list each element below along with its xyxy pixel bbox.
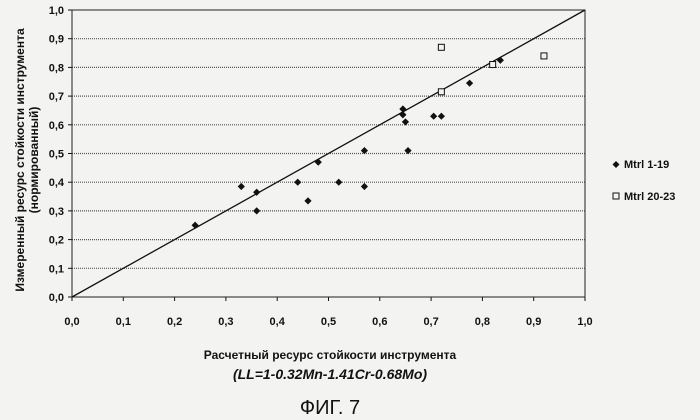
data-point-square: [541, 53, 547, 59]
x-tick-label: 0,7: [423, 316, 438, 328]
x-tick-label: 0,9: [526, 316, 541, 328]
y-tick-label: 0,7: [49, 91, 64, 103]
data-point-diamond: [238, 183, 245, 190]
y-tick-label: 1,0: [49, 5, 64, 17]
y-tick-label: 0,3: [49, 206, 64, 218]
x-tick-label: 0,5: [321, 316, 336, 328]
data-point-diamond: [399, 111, 406, 118]
y-tick-label: 0,8: [49, 62, 64, 74]
y-tick-label: 0,5: [49, 149, 64, 161]
data-point-diamond: [294, 179, 301, 186]
y-tick-label: 0,2: [49, 235, 64, 247]
legend-diamond-marker: [613, 161, 620, 168]
x-tick-label: 0,1: [116, 316, 131, 328]
x-tick-label: 0,6: [372, 316, 387, 328]
legend: Mtrl 1-19 Mtrl 20-23: [613, 159, 676, 203]
legend-label: Mtrl 20-23: [624, 191, 675, 203]
data-point-diamond: [466, 80, 473, 87]
x-tick-label: 0,4: [270, 316, 286, 328]
data-point-square: [490, 62, 496, 68]
figure-label: ФИГ. 7: [300, 397, 360, 419]
data-point-diamond: [438, 113, 445, 120]
legend-item-mtrl-1-19: Mtrl 1-19: [613, 159, 670, 171]
data-point-square: [438, 89, 444, 95]
data-point-diamond: [335, 179, 342, 186]
legend-square-marker: [613, 193, 619, 199]
formula-label: (LL=1-0.32Mn-1.41Cr-0.68Mo): [233, 366, 427, 382]
x-tick-label: 0,3: [218, 316, 233, 328]
data-point-diamond: [497, 57, 504, 64]
x-tick-label: 0,0: [64, 316, 79, 328]
x-tick-label: 0,2: [167, 316, 182, 328]
y-axis-label-note: (нормированный): [27, 107, 41, 214]
data-point-diamond: [253, 207, 260, 214]
y-tick-label: 0,1: [49, 263, 64, 275]
data-point-diamond: [430, 113, 437, 120]
y-tick-label: 0,9: [49, 34, 64, 46]
data-point-diamond: [192, 222, 199, 229]
x-tick-label: 0,8: [475, 316, 490, 328]
legend-item-mtrl-20-23: Mtrl 20-23: [613, 191, 675, 203]
y-tick-label: 0,0: [49, 292, 64, 304]
data-point-diamond: [315, 159, 322, 166]
y-tick-label: 0,6: [49, 120, 64, 132]
data-points: [192, 44, 547, 229]
y-tick-label: 0,4: [49, 177, 65, 189]
data-point-diamond: [361, 183, 368, 190]
tick-labels: 0,0 0,1 0,2 0,3 0,4 0,5 0,6 0,7 0,8 0,9 1,0 0,0 0,1 0…: [49, 5, 593, 328]
x-axis-label: Расчетный ресурс стойкости инструмента: [204, 348, 457, 362]
data-point-square: [438, 44, 444, 50]
x-tick-label: 1,0: [577, 316, 592, 328]
data-point-diamond: [304, 197, 311, 204]
y-axis-label: Измеренный ресурс стойкости инструмента: [13, 28, 27, 292]
legend-label: Mtrl 1-19: [624, 159, 669, 171]
